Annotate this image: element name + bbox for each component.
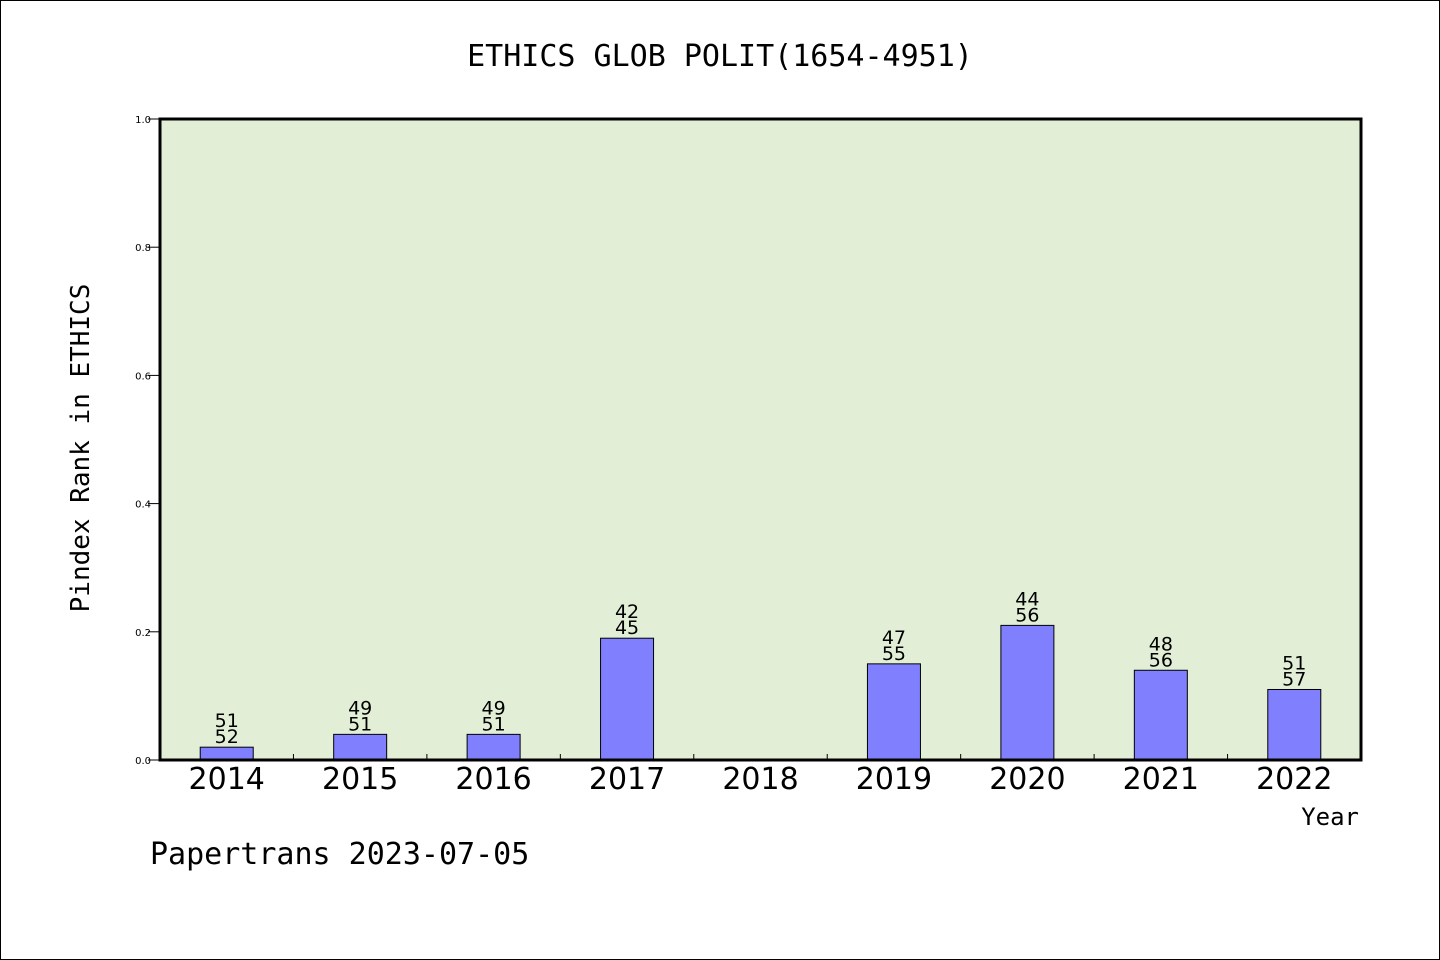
y-tick-label: 1.0 bbox=[135, 115, 151, 126]
y-tick-label: 0.0 bbox=[135, 756, 151, 767]
y-axis-label: Pindex Rank in ETHICS bbox=[66, 284, 96, 613]
bar-rank-label: 44 bbox=[1015, 588, 1039, 610]
bar-total-label: 52 bbox=[215, 726, 239, 748]
x-tick-label: 2021 bbox=[1123, 762, 1199, 797]
x-tick-label: 2019 bbox=[856, 762, 932, 797]
bar-rank-label: 49 bbox=[348, 697, 372, 719]
x-tick-label: 2015 bbox=[322, 762, 398, 797]
x-tick-label: 2016 bbox=[455, 762, 531, 797]
bar-rank-label: 51 bbox=[215, 710, 239, 732]
bar-rank-label: 48 bbox=[1149, 633, 1173, 655]
bar-rank-label: 42 bbox=[615, 601, 639, 623]
x-tick-label: 2017 bbox=[589, 762, 665, 797]
x-tick-label: 2020 bbox=[989, 762, 1065, 797]
bar bbox=[1267, 688, 1322, 761]
bar bbox=[1000, 624, 1055, 761]
bar-rank-label: 47 bbox=[882, 627, 906, 649]
bar-total-label: 55 bbox=[882, 643, 906, 665]
bar bbox=[1133, 669, 1188, 761]
bar bbox=[333, 733, 388, 761]
bar-rank-label: 51 bbox=[1282, 652, 1306, 674]
plot-area bbox=[160, 119, 1361, 760]
y-tick-label: 0.2 bbox=[135, 628, 151, 639]
bar-total-label: 56 bbox=[1015, 604, 1039, 626]
y-axis: 0.0 0.2 0.4 0.6 0.8 1.0 bbox=[135, 115, 160, 767]
x-tick-label: 2018 bbox=[722, 762, 798, 797]
bar-total-label: 51 bbox=[482, 713, 506, 735]
bar-total-label: 51 bbox=[348, 713, 372, 735]
bar bbox=[466, 733, 521, 761]
bar-rank-label: 49 bbox=[482, 697, 506, 719]
x-axis-label: Year bbox=[1301, 803, 1359, 831]
bar-total-label: 45 bbox=[615, 617, 639, 639]
bar bbox=[199, 746, 254, 761]
chart-title: ETHICS GLOB POLIT(1654-4951) bbox=[467, 39, 973, 74]
y-tick-label: 0.4 bbox=[135, 500, 151, 511]
x-tick-label: 2014 bbox=[189, 762, 265, 797]
plot-border bbox=[158, 117, 1363, 762]
bar-total-label: 57 bbox=[1282, 668, 1306, 690]
bar-total-label: 56 bbox=[1149, 649, 1173, 671]
bar bbox=[600, 637, 655, 761]
y-tick-label: 0.8 bbox=[135, 243, 151, 254]
x-tick-label: 2022 bbox=[1256, 762, 1332, 797]
footer-text: Papertrans 2023-07-05 bbox=[150, 837, 529, 872]
bar bbox=[866, 663, 921, 761]
y-tick-label: 0.6 bbox=[135, 371, 151, 382]
x-axis: 2014 2015 2016 2017 2018 2019 2020 2021 2022 bbox=[189, 754, 1332, 797]
